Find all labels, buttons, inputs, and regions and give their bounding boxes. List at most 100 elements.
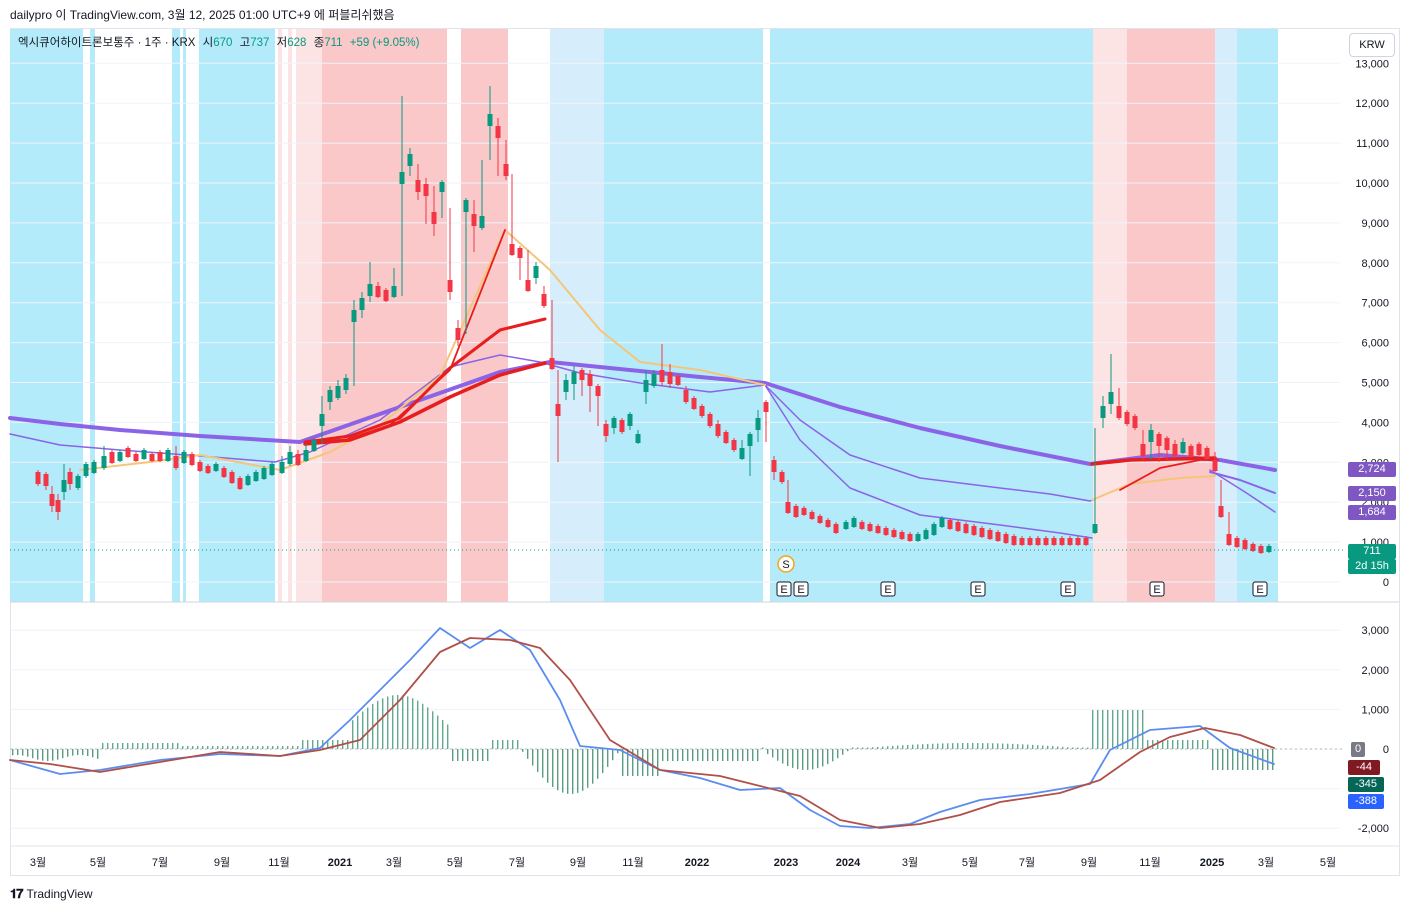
candle-body — [75, 476, 81, 488]
candle-body — [1116, 406, 1122, 418]
candle-body — [1132, 416, 1138, 428]
macd-histogram-bar — [152, 743, 154, 749]
candle-body — [455, 328, 461, 340]
macd-histogram-bar — [472, 749, 474, 761]
macd-histogram-bar — [787, 749, 789, 766]
macd-histogram-bar — [1222, 749, 1224, 770]
macd-histogram-bar — [377, 700, 379, 749]
regime-band — [172, 29, 180, 602]
candle-body — [447, 280, 453, 292]
macd-histogram-bar — [567, 749, 569, 794]
candle-body — [1258, 546, 1264, 553]
macd-histogram-bar — [112, 743, 114, 749]
macd-histogram-bar — [792, 749, 794, 768]
candle-body — [619, 420, 625, 432]
candle-body — [1234, 538, 1240, 547]
candle-body — [1043, 538, 1049, 545]
earnings-marker-label: E — [1153, 584, 1160, 596]
macd-histogram-bar — [902, 745, 904, 749]
macd-histogram-bar — [627, 749, 629, 776]
high-label: 고 — [239, 37, 251, 49]
candle-body — [335, 386, 341, 398]
macd-histogram-bar — [297, 746, 299, 749]
candle-body — [525, 280, 531, 291]
candle-body — [699, 406, 705, 416]
candle-body — [627, 414, 633, 426]
candle-body — [1083, 538, 1089, 545]
candle-body — [503, 164, 509, 176]
candle-body — [423, 184, 429, 196]
candle-body — [1092, 524, 1098, 533]
macd-histogram-bar — [122, 743, 124, 749]
macd-histogram-bar — [497, 740, 499, 749]
candle-body — [109, 452, 115, 463]
candle-body — [1108, 392, 1114, 404]
macd-histogram-bar — [117, 743, 119, 749]
candle-body — [295, 454, 301, 465]
macd-histogram-bar — [1182, 740, 1184, 749]
earnings-marker — [1060, 581, 1076, 597]
ma-orange-line — [1091, 475, 1216, 501]
earnings-marker-label: E — [884, 584, 891, 596]
split-marker-label: S — [782, 559, 789, 571]
change-value: +59 (+9.05%) — [349, 37, 420, 49]
macd-histogram-bar — [97, 749, 99, 759]
candle-body — [237, 478, 243, 489]
macd-histogram-bar — [1197, 740, 1199, 749]
macd-histogram-bar — [72, 749, 74, 756]
macd-histogram-bar — [1212, 749, 1214, 770]
candle-body — [479, 216, 485, 228]
candle-body — [833, 524, 839, 533]
candle-body — [375, 286, 381, 297]
candle-body — [101, 456, 107, 468]
macd-histogram-bar — [422, 703, 424, 749]
macd-histogram-bar — [282, 746, 284, 749]
macd-histogram-bar — [1107, 710, 1109, 749]
macd-histogram-bar — [482, 749, 484, 761]
macd-histogram-bar — [257, 746, 259, 749]
candle-body — [1226, 534, 1232, 545]
time-axis-tick: 9월 — [570, 856, 586, 869]
candle-body — [763, 402, 769, 412]
macd-histogram-bar — [437, 715, 439, 749]
candle-body — [91, 462, 97, 473]
regime-band — [322, 29, 447, 602]
macd-histogram-bar — [722, 749, 724, 761]
macd-histogram-bar — [607, 749, 609, 767]
candle-body — [971, 526, 977, 535]
candle-body — [287, 452, 293, 464]
symbol-name[interactable]: 엑시큐어하이트론보통주 · 1주 · KRX — [18, 37, 196, 49]
candle-body — [955, 522, 961, 531]
currency-button[interactable]: KRW — [1349, 33, 1395, 57]
macd-histogram-bar — [1112, 710, 1114, 749]
macd-histogram-bar — [1087, 747, 1089, 749]
macd-histogram-bar — [952, 743, 954, 749]
macd-histogram-bar — [562, 749, 564, 793]
candle-body — [1250, 544, 1256, 551]
macd-histogram-bar — [127, 743, 129, 749]
macd-histogram-bar — [592, 749, 594, 784]
macd-histogram-bar — [487, 749, 489, 761]
footer-brand[interactable]: 𝟏𝟕 TradingView — [10, 886, 93, 902]
macd-histogram-bar — [1017, 744, 1019, 749]
macd-histogram-bar — [277, 746, 279, 749]
candle-body — [635, 434, 641, 443]
macd-histogram-bar — [527, 749, 529, 759]
macd-histogram-bar — [1152, 740, 1154, 749]
price-axis-tick: 4,000 — [1361, 417, 1389, 429]
candle-body — [1242, 540, 1248, 549]
high-value: 737 — [250, 37, 270, 49]
candle-body — [1067, 538, 1073, 545]
candle-body — [801, 508, 807, 515]
macd-histogram-bar — [1142, 710, 1144, 749]
candle-body — [755, 418, 761, 430]
candle-body — [431, 212, 437, 224]
macd-histogram-bar — [32, 749, 34, 759]
macd-histogram-bar — [957, 743, 959, 749]
candle-body — [1156, 434, 1162, 446]
macd-histogram-bar — [882, 746, 884, 749]
macd-histogram-bar — [107, 743, 109, 749]
regime-band — [604, 29, 763, 602]
macd-axis-tick: 0 — [1383, 744, 1389, 756]
